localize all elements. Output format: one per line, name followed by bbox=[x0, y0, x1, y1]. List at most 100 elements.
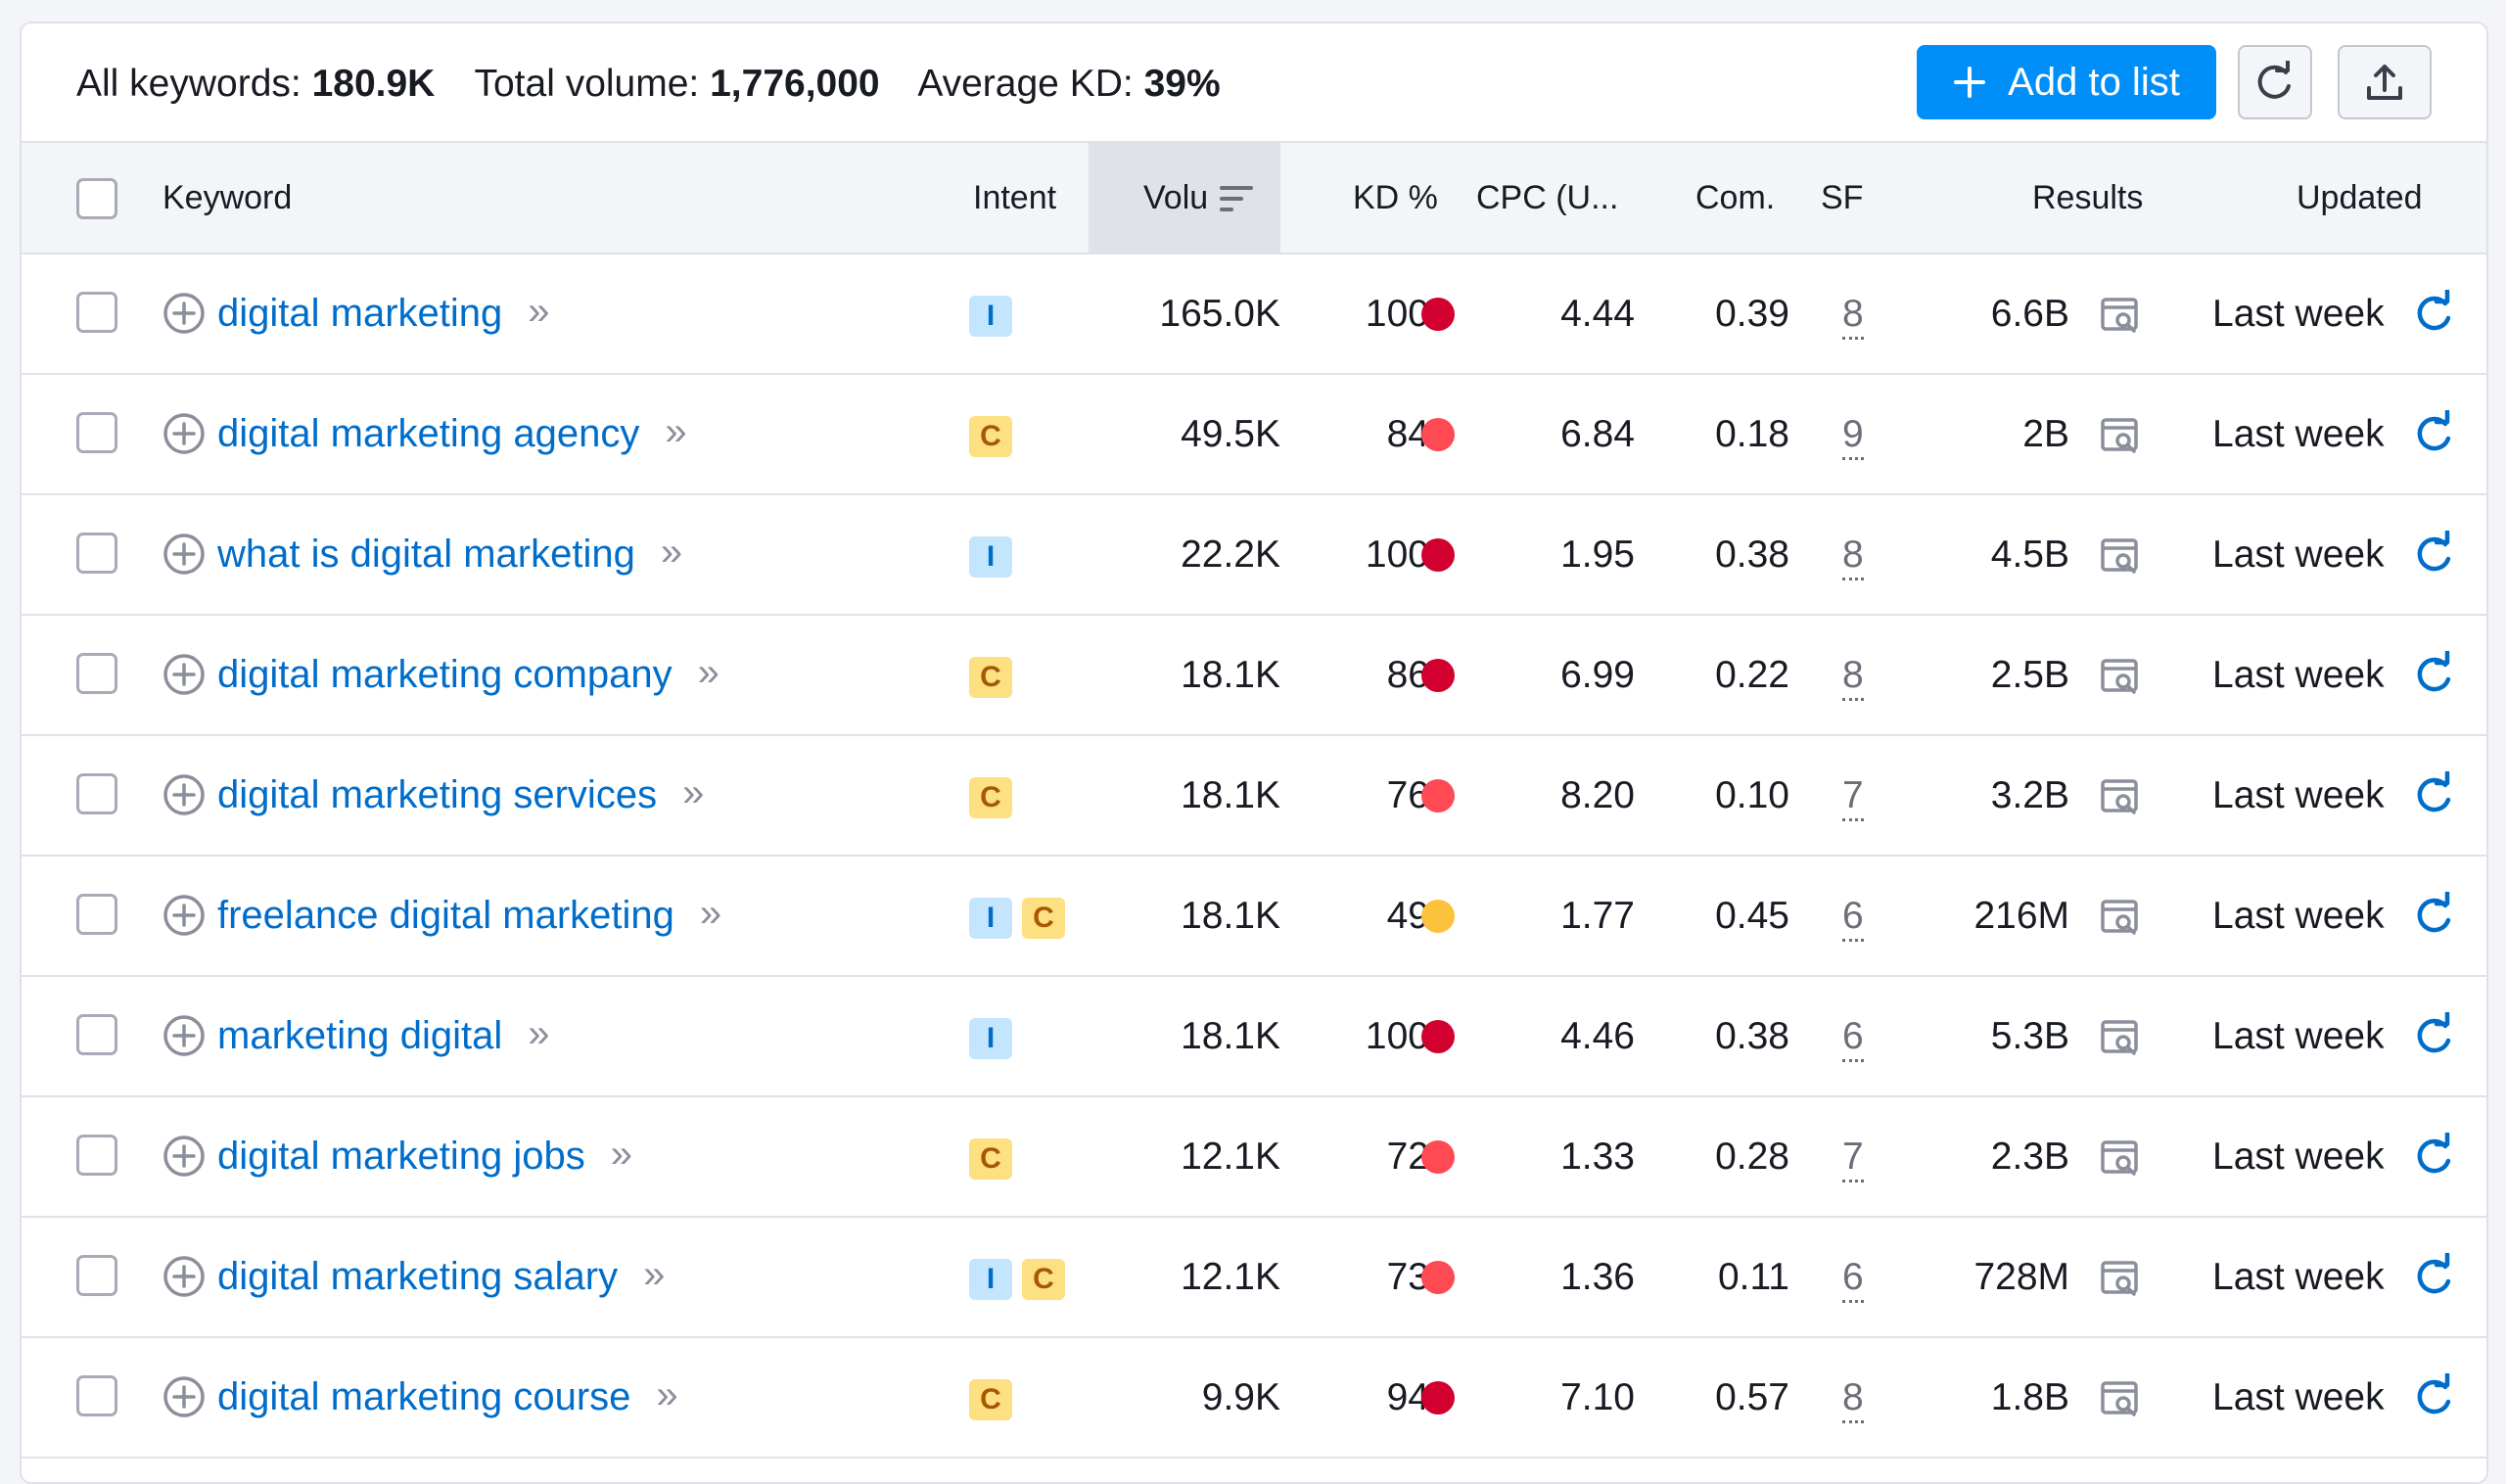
update-refresh-icon[interactable] bbox=[2410, 1371, 2457, 1430]
update-refresh-icon[interactable] bbox=[2410, 529, 2457, 587]
serp-features-count[interactable]: 7 bbox=[1842, 1137, 1864, 1183]
row-checkbox[interactable] bbox=[76, 1135, 117, 1176]
serp-features-count[interactable]: 8 bbox=[1842, 656, 1864, 701]
row-checkbox[interactable] bbox=[76, 1014, 117, 1055]
serp-features-count[interactable]: 7 bbox=[1842, 776, 1864, 821]
serp-features-count[interactable]: 8 bbox=[1842, 1378, 1864, 1423]
average-kd-stat: Average KD: 39% bbox=[917, 63, 1220, 105]
serp-preview-icon[interactable] bbox=[2099, 294, 2142, 347]
keyword-link[interactable]: digital marketing company bbox=[217, 653, 673, 696]
serp-preview-icon[interactable] bbox=[2099, 775, 2142, 828]
row-checkbox[interactable] bbox=[76, 773, 117, 814]
keyword-link[interactable]: digital marketing services bbox=[217, 773, 658, 816]
keyword-link[interactable]: digital marketing bbox=[217, 292, 503, 335]
chevrons-right-icon[interactable]: » bbox=[610, 1133, 632, 1176]
cpc-value: 8.20 bbox=[1560, 774, 1635, 816]
chevrons-right-icon[interactable]: » bbox=[528, 290, 550, 333]
keyword-link[interactable]: what is digital marketing bbox=[217, 533, 635, 576]
row-checkbox[interactable] bbox=[76, 292, 117, 333]
serp-features-count[interactable]: 6 bbox=[1842, 1258, 1864, 1303]
chevrons-right-icon[interactable]: » bbox=[656, 1373, 678, 1416]
add-keyword-icon[interactable] bbox=[162, 653, 206, 706]
select-all-checkbox[interactable] bbox=[76, 178, 117, 219]
update-refresh-icon[interactable] bbox=[2410, 769, 2457, 828]
intent-badge[interactable]: C bbox=[969, 416, 1012, 457]
intent-badge[interactable]: C bbox=[969, 1379, 1012, 1420]
add-keyword-icon[interactable] bbox=[162, 1014, 206, 1067]
update-refresh-icon[interactable] bbox=[2410, 408, 2457, 467]
serp-preview-icon[interactable] bbox=[2099, 414, 2142, 467]
keyword-link[interactable]: marketing digital bbox=[217, 1014, 503, 1057]
intent-badge[interactable]: I bbox=[969, 296, 1012, 337]
add-to-list-button[interactable]: Add to list bbox=[1917, 45, 2216, 119]
row-checkbox[interactable] bbox=[76, 533, 117, 574]
serp-preview-icon[interactable] bbox=[2099, 534, 2142, 587]
column-com[interactable]: Com. bbox=[1695, 179, 1776, 216]
add-keyword-icon[interactable] bbox=[162, 1375, 206, 1428]
intent-badge[interactable]: C bbox=[969, 1138, 1012, 1180]
column-results[interactable]: Results bbox=[2032, 179, 2144, 216]
update-refresh-icon[interactable] bbox=[2410, 1251, 2457, 1310]
serp-features-count[interactable]: 6 bbox=[1842, 1017, 1864, 1062]
intent-badge[interactable]: I bbox=[969, 898, 1012, 939]
chevrons-right-icon[interactable]: » bbox=[697, 651, 719, 694]
chevrons-right-icon[interactable]: » bbox=[528, 1012, 550, 1055]
intent-badge[interactable]: C bbox=[969, 777, 1012, 818]
intent-badge[interactable]: C bbox=[969, 657, 1012, 698]
intent-badge[interactable]: C bbox=[1022, 898, 1065, 939]
column-intent[interactable]: Intent bbox=[973, 179, 1057, 216]
serp-preview-icon[interactable] bbox=[2099, 1257, 2142, 1310]
volume-value: 18.1K bbox=[1181, 774, 1280, 816]
serp-features-count[interactable]: 8 bbox=[1842, 535, 1864, 580]
row-checkbox[interactable] bbox=[76, 894, 117, 935]
keyword-link[interactable]: freelance digital marketing bbox=[217, 894, 674, 937]
chevrons-right-icon[interactable]: » bbox=[660, 531, 683, 574]
update-refresh-icon[interactable] bbox=[2410, 1010, 2457, 1069]
add-keyword-icon[interactable] bbox=[162, 292, 206, 345]
row-checkbox[interactable] bbox=[76, 412, 117, 453]
update-refresh-icon[interactable] bbox=[2410, 288, 2457, 347]
column-keyword[interactable]: Keyword bbox=[162, 179, 293, 216]
intent-badge[interactable]: C bbox=[1022, 1259, 1065, 1300]
add-keyword-icon[interactable] bbox=[162, 412, 206, 465]
serp-features-count[interactable]: 9 bbox=[1842, 415, 1864, 460]
keyword-link[interactable]: digital marketing salary bbox=[217, 1255, 619, 1298]
chevrons-right-icon[interactable]: » bbox=[699, 892, 722, 935]
intent-badge[interactable]: I bbox=[969, 536, 1012, 578]
serp-preview-icon[interactable] bbox=[2099, 1377, 2142, 1430]
serp-features-count[interactable]: 8 bbox=[1842, 295, 1864, 340]
row-checkbox[interactable] bbox=[76, 653, 117, 694]
column-cpc[interactable]: CPC (U... bbox=[1476, 179, 1619, 216]
add-keyword-icon[interactable] bbox=[162, 894, 206, 947]
serp-preview-icon[interactable] bbox=[2099, 896, 2142, 949]
serp-features-count[interactable]: 6 bbox=[1842, 897, 1864, 942]
column-sf[interactable]: SF bbox=[1821, 179, 1864, 216]
chevrons-right-icon[interactable]: » bbox=[643, 1253, 666, 1296]
export-button[interactable] bbox=[2338, 45, 2432, 119]
serp-features-cell: 6 bbox=[1842, 1218, 1864, 1336]
intent-badge[interactable]: I bbox=[969, 1259, 1012, 1300]
column-volume[interactable]: Volu bbox=[1089, 143, 1280, 253]
intent-badge[interactable]: I bbox=[969, 1018, 1012, 1059]
keyword-link[interactable]: digital marketing agency bbox=[217, 412, 640, 455]
chevrons-right-icon[interactable]: » bbox=[682, 771, 705, 814]
row-checkbox[interactable] bbox=[76, 1255, 117, 1296]
update-refresh-icon[interactable] bbox=[2410, 1131, 2457, 1189]
update-refresh-icon[interactable] bbox=[2410, 649, 2457, 708]
keyword-link[interactable]: digital marketing jobs bbox=[217, 1135, 585, 1178]
serp-preview-icon[interactable] bbox=[2099, 1136, 2142, 1189]
keyword-link[interactable]: digital marketing course bbox=[217, 1375, 631, 1418]
add-keyword-icon[interactable] bbox=[162, 1255, 206, 1308]
intent-cell: C bbox=[969, 657, 1012, 698]
add-keyword-icon[interactable] bbox=[162, 533, 206, 585]
update-refresh-icon[interactable] bbox=[2410, 890, 2457, 949]
chevrons-right-icon[interactable]: » bbox=[665, 410, 687, 453]
row-checkbox[interactable] bbox=[76, 1375, 117, 1416]
serp-preview-icon[interactable] bbox=[2099, 655, 2142, 708]
column-updated[interactable]: Updated bbox=[2297, 179, 2423, 216]
serp-preview-icon[interactable] bbox=[2099, 1016, 2142, 1069]
refresh-button[interactable] bbox=[2238, 45, 2312, 119]
column-kd[interactable]: KD % bbox=[1353, 179, 1438, 216]
add-keyword-icon[interactable] bbox=[162, 773, 206, 826]
add-keyword-icon[interactable] bbox=[162, 1135, 206, 1187]
